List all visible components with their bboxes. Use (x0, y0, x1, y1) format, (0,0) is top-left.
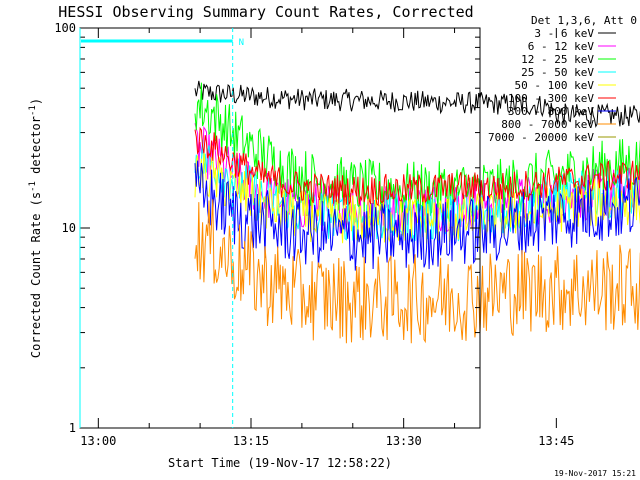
legend-entry-label-3: 25 - 50 keV (521, 66, 594, 79)
svg-text:Corrected Count Rate (s-1 dete: Corrected Count Rate (s-1 detector-1) (28, 98, 43, 358)
series-line-5 (194, 126, 640, 207)
series-line-0 (194, 80, 640, 128)
series-line-4 (194, 151, 640, 244)
legend-entry-label-7: 800 - 7000 keV (501, 118, 594, 131)
chart-title: HESSI Observing Summary Count Rates, Cor… (58, 3, 473, 21)
legend-entry-label-8: 7000 - 20000 keV (488, 131, 594, 144)
legend-entry-label-0: 3 - 6 keV (534, 27, 594, 40)
legend-entry-label-6: 300 - 800 keV (508, 105, 594, 118)
legend-title: Det 1,3,6, Att 0 (531, 14, 637, 27)
y-tick-label-1: 10 (62, 221, 76, 235)
legend-entry-label-5: 100 - 300 keV (508, 92, 594, 105)
y-label-end: ) (29, 98, 43, 105)
legend-entry-label-2: 12 - 25 keV (521, 53, 594, 66)
legend-entry-label-1: 6 - 12 keV (528, 40, 595, 53)
y-label-mid: detector (29, 116, 43, 181)
x-tick-label-1: 13:15 (233, 434, 269, 448)
x-tick-label-0: 13:00 (80, 434, 116, 448)
x-axis-label: Start Time (19-Nov-17 12:58:22) (168, 456, 392, 470)
x-tick-label-2: 13:30 (386, 434, 422, 448)
y-tick-label-2: 100 (54, 21, 76, 35)
series-line-2 (194, 82, 640, 219)
y-label-sup2: -1 (28, 105, 38, 116)
footer-date: 19-Nov-2017 15:21 (554, 469, 636, 478)
series-line-7 (194, 199, 640, 344)
x-tick-label-3: 13:45 (538, 434, 574, 448)
series-line-6 (194, 160, 640, 271)
y-tick-label-0: 1 (69, 421, 76, 435)
y-label-sup1: -1 (28, 181, 38, 192)
y-label-main: Corrected Count Rate (s (29, 192, 43, 358)
plot-area: 11010013:0013:1513:3013:4514:0014:1514:3… (54, 21, 640, 448)
legend-entry-label-4: 50 - 100 keV (515, 79, 595, 92)
y-axis-label: Corrected Count Rate (s-1 detector-1) (28, 98, 43, 358)
marker-label: N (239, 38, 244, 48)
